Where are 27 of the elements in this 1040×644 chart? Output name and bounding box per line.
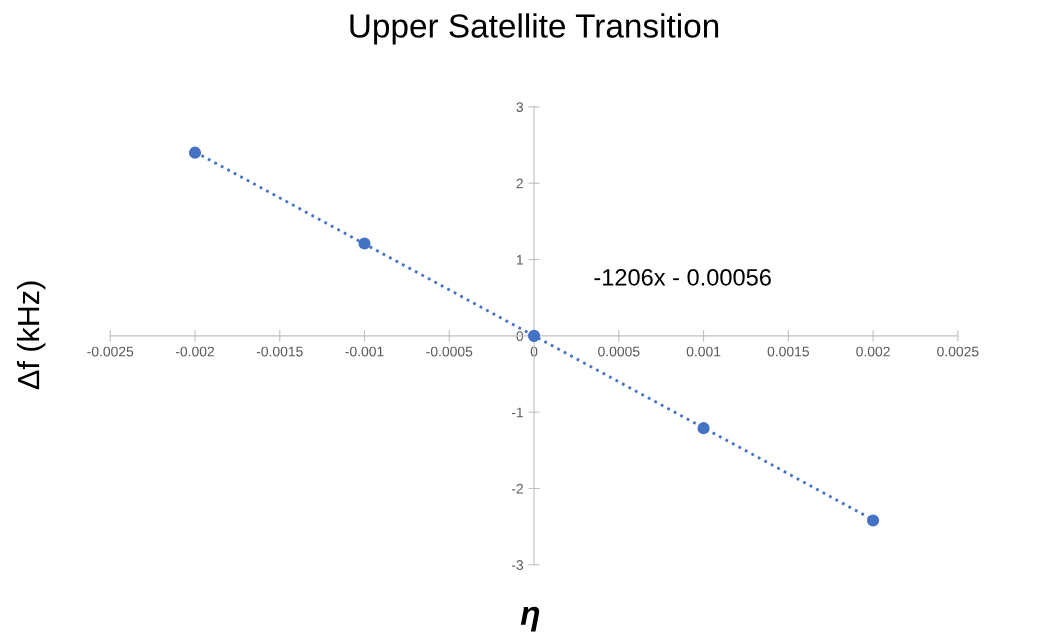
chart-title: Upper Satellite Transition bbox=[350, 13, 719, 45]
x-tick-label: -0.0005 bbox=[426, 346, 473, 357]
y-tick-label: 3 bbox=[516, 102, 524, 113]
x-tick-label: -0.0015 bbox=[256, 346, 303, 357]
x-axis-title: η bbox=[520, 606, 540, 632]
point bbox=[527, 329, 541, 342]
x-tick-label: 0.002 bbox=[856, 346, 890, 357]
y-tick-label: -2 bbox=[511, 483, 523, 494]
x-tick-label: 0 bbox=[530, 346, 538, 357]
y-tick-label: -1 bbox=[511, 407, 523, 418]
y-tick-label: 1 bbox=[516, 255, 523, 265]
x-tick-label: 0.0025 bbox=[937, 346, 979, 357]
point bbox=[867, 514, 880, 527]
x-tick-label: 0.0005 bbox=[598, 346, 640, 357]
y-tick-label: 2 bbox=[516, 178, 523, 189]
point bbox=[358, 237, 371, 250]
x-tick-label: -0.001 bbox=[345, 346, 384, 357]
point bbox=[697, 422, 710, 435]
y-tick-label: 0 bbox=[516, 331, 524, 342]
x-tick-label: 0.001 bbox=[686, 346, 721, 357]
x-tick-label: -0.002 bbox=[175, 346, 214, 357]
y-axis-title: Δf (kHz) bbox=[16, 281, 46, 390]
y-tick-label: -3 bbox=[511, 560, 524, 570]
annotation: -1206x - 0.00056 bbox=[594, 268, 771, 286]
x-tick-label: -0.0025 bbox=[87, 346, 134, 357]
point bbox=[188, 146, 202, 159]
x-tick-label: 0.0015 bbox=[767, 346, 809, 357]
